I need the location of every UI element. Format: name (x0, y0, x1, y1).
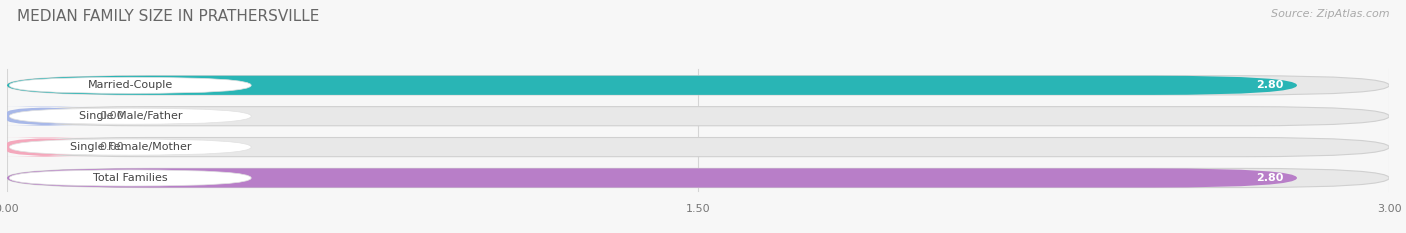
Text: 2.80: 2.80 (1256, 173, 1284, 183)
FancyBboxPatch shape (7, 76, 1296, 95)
Text: 0.00: 0.00 (100, 142, 124, 152)
FancyBboxPatch shape (7, 168, 1389, 188)
FancyBboxPatch shape (7, 107, 1389, 126)
Text: Total Families: Total Families (93, 173, 167, 183)
FancyBboxPatch shape (7, 168, 1296, 188)
FancyBboxPatch shape (10, 170, 252, 186)
Text: Single Male/Father: Single Male/Father (79, 111, 181, 121)
Text: 0.00: 0.00 (100, 111, 124, 121)
FancyBboxPatch shape (7, 76, 1389, 95)
FancyBboxPatch shape (0, 107, 93, 126)
FancyBboxPatch shape (0, 137, 93, 157)
Text: Source: ZipAtlas.com: Source: ZipAtlas.com (1271, 9, 1389, 19)
Text: Single Female/Mother: Single Female/Mother (69, 142, 191, 152)
Text: Married-Couple: Married-Couple (87, 80, 173, 90)
FancyBboxPatch shape (10, 77, 252, 93)
FancyBboxPatch shape (10, 108, 252, 124)
Text: 2.80: 2.80 (1256, 80, 1284, 90)
FancyBboxPatch shape (7, 137, 1389, 157)
Text: MEDIAN FAMILY SIZE IN PRATHERSVILLE: MEDIAN FAMILY SIZE IN PRATHERSVILLE (17, 9, 319, 24)
FancyBboxPatch shape (10, 139, 252, 155)
